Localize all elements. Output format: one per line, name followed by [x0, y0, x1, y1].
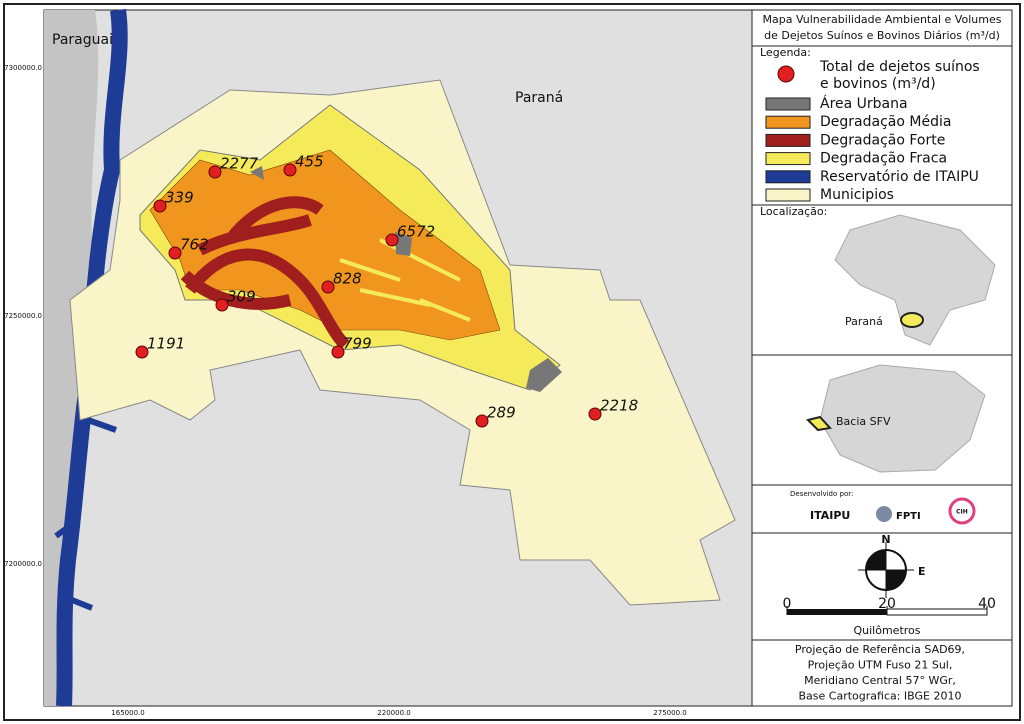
point [135, 345, 149, 359]
legend-label: Área Urbana [820, 95, 908, 112]
projection-line: Meridiano Central 57° WGr, [804, 674, 956, 687]
map-label: Paraguai [52, 32, 113, 48]
legend-label: Degradação Fraca [820, 151, 947, 167]
compass-label: E [918, 565, 926, 578]
legend-swatch [765, 133, 811, 147]
projection-line: Projeção de Referência SAD69, [795, 643, 965, 656]
legend-label: e bovinos (m³/d) [820, 76, 936, 92]
legend-swatch [765, 188, 811, 202]
x-coordinate: 275000.0 [653, 709, 686, 717]
parana-shape [819, 364, 986, 473]
basin-label: Bacia SFV [836, 415, 891, 428]
point-label: 1191 [147, 335, 185, 353]
scale-label: 40 [978, 596, 996, 612]
projection-text: Projeção de Referência SAD69, Projeção UT… [795, 643, 965, 703]
parana-marker [900, 312, 924, 328]
compass-label: N [881, 533, 890, 546]
point [385, 233, 399, 247]
coordinates: 7300000.0 7250000.0 7200000.0 165000.0 22000… [4, 64, 687, 717]
basin-marker [806, 415, 832, 432]
brazil-shape [834, 214, 996, 346]
state-label: Paraná [845, 315, 883, 328]
legend-heading: Legenda: [760, 46, 811, 59]
legend-label: Degradação Média [820, 114, 951, 130]
point [321, 280, 335, 294]
point-label: 339 [165, 189, 194, 207]
title: de Dejetos Suínos e Bovinos Diários (m³/… [764, 29, 1000, 42]
scale-label: 20 [878, 596, 896, 612]
point-label: 828 [333, 270, 362, 288]
legend: Área Urbana Degradação Média Degradação Fo… [765, 95, 979, 203]
legend-swatch [765, 115, 811, 129]
title: Mapa Vulnerabilidade Ambiental e Volumes [763, 13, 1002, 26]
point [153, 199, 167, 213]
point [331, 345, 345, 359]
point-label: 2277 [220, 155, 259, 173]
scale-bar: 0 20 40 [783, 596, 996, 616]
projection-line: Projeção UTM Fuso 21 Sul, [808, 659, 953, 672]
legend-swatch [765, 152, 811, 166]
map-frame [43, 8, 753, 707]
point-label: 6572 [397, 223, 435, 241]
point [215, 298, 229, 312]
x-coordinate: 220000.0 [377, 709, 410, 717]
credits-heading: Desenvolvido por: [790, 490, 853, 498]
point-label: 762 [180, 236, 209, 254]
legend-label: Degradação Forte [820, 132, 945, 148]
legend-swatch [765, 97, 811, 111]
projection-line: Base Cartografica: IBGE 2010 [799, 690, 962, 703]
point [588, 407, 602, 421]
legend-label: Municipios [820, 187, 894, 203]
logo: CIH [956, 509, 968, 516]
logo: ITAIPU [810, 509, 850, 522]
x-coordinate: 165000.0 [111, 709, 144, 717]
y-coordinate: 7250000.0 [4, 312, 42, 320]
scale-segment [886, 608, 988, 616]
point-label: 799 [343, 335, 372, 353]
point [283, 163, 297, 177]
point [208, 165, 222, 179]
point-label: 455 [295, 153, 324, 171]
logo: FPTI [896, 511, 921, 522]
point-label: 309 [227, 288, 256, 306]
logo-icon [948, 497, 976, 525]
legend-swatch [765, 170, 811, 184]
logo-icon [876, 506, 892, 522]
legend-point-symbol [777, 65, 795, 83]
point-label: 289 [487, 404, 516, 422]
y-coordinate: 7200000.0 [4, 560, 42, 568]
scale-unit: Quilômetros [853, 624, 920, 637]
points: 2277 455 339 6572 762 828 309 799 1191 289 2218 [135, 153, 638, 428]
legend-label: Total de dejetos suínos [819, 59, 980, 75]
y-coordinate: 7300000.0 [4, 64, 42, 72]
scale-segment [787, 609, 887, 615]
legend-label: Reservatório de ITAIPU [820, 169, 979, 185]
point [475, 414, 489, 428]
location-heading: Localização: [760, 205, 827, 218]
point [168, 246, 182, 260]
map-label: Paraná [515, 90, 563, 106]
point-label: 2218 [600, 397, 638, 415]
scale-label: 0 [783, 596, 792, 612]
compass [858, 542, 914, 598]
